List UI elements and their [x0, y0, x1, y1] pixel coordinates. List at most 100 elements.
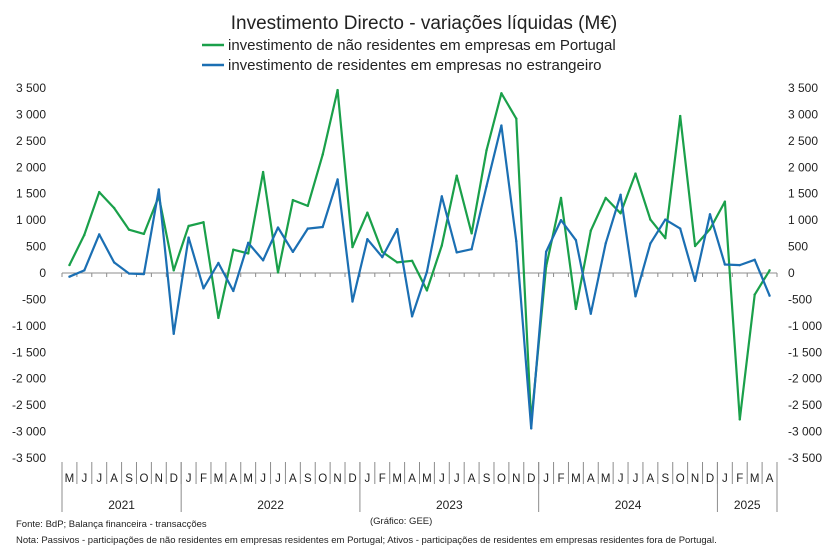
y-tick-label-right: 3 000	[788, 107, 818, 121]
source-note: Fonte: BdP; Balança financeira - transac…	[16, 519, 207, 530]
y-tick-label-left: -3 000	[12, 425, 46, 439]
data-point-2	[515, 240, 518, 243]
data-point-2	[649, 242, 652, 245]
data-point-2	[425, 270, 429, 274]
year-label: 2023	[436, 498, 463, 512]
data-point-1	[98, 190, 101, 194]
data-point-1	[187, 224, 190, 228]
data-point-1	[678, 114, 682, 118]
y-tick-label-right: 1 000	[788, 213, 818, 227]
y-tick-label-right: 0	[788, 266, 795, 280]
data-point-1	[217, 316, 220, 320]
data-point-1	[202, 221, 205, 224]
data-point-1	[500, 92, 503, 95]
data-point-1	[336, 88, 339, 92]
data-point-1	[634, 172, 637, 175]
data-point-2	[381, 255, 384, 259]
month-label: A	[110, 473, 118, 485]
data-point-2	[157, 188, 161, 191]
data-point-2	[485, 185, 488, 188]
data-point-2	[619, 193, 622, 196]
data-point-2	[410, 315, 414, 318]
month-label: F	[379, 473, 386, 485]
data-point-1	[604, 196, 607, 200]
month-label: J	[454, 473, 460, 485]
month-label: O	[497, 473, 506, 485]
month-label: D	[170, 473, 178, 485]
data-point-2	[559, 218, 563, 222]
month-label: A	[229, 473, 237, 485]
data-point-1	[366, 211, 369, 214]
axes: 3 500 3 500 3 000 3 000 2 500 2 500 2 000 2 000…	[12, 81, 822, 512]
y-tick-label-left: -3 500	[12, 451, 46, 465]
footnote: Nota: Passivos - participações de não re…	[16, 535, 717, 546]
data-point-1	[68, 263, 71, 267]
data-point-1	[321, 153, 324, 156]
data-point-1	[455, 174, 458, 177]
month-label: D	[527, 473, 535, 485]
month-label: J	[96, 473, 102, 485]
data-point-1	[261, 170, 265, 174]
month-label: M	[750, 473, 760, 485]
y-tick-label-right: -2 500	[788, 398, 822, 412]
data-point-1	[440, 244, 444, 247]
month-label: S	[304, 473, 312, 485]
chart-title: Investimento Directo - variações líquida…	[231, 13, 617, 34]
legend-label: investimento de não residentes em empres…	[228, 37, 616, 54]
month-label: A	[408, 473, 416, 485]
data-point-2	[261, 259, 265, 262]
data-point-1	[485, 149, 488, 152]
data-point-2	[768, 294, 771, 297]
month-label: A	[289, 473, 297, 485]
data-point-2	[753, 258, 756, 261]
legend: investimento de não residentes em empres…	[202, 37, 616, 74]
y-tick-label-left: -1 500	[12, 345, 46, 359]
data-point-1	[381, 250, 384, 254]
y-tick-label-right: -1 000	[788, 319, 822, 333]
data-point-2	[455, 251, 458, 254]
y-tick-label-right: 2 500	[788, 134, 818, 148]
y-tick-label-right: -1 500	[788, 345, 822, 359]
data-point-2	[500, 124, 503, 127]
y-tick-label-right: -3 500	[788, 451, 822, 465]
y-tick-label-left: -1 000	[12, 319, 46, 333]
month-label: A	[766, 473, 774, 485]
month-label: A	[468, 473, 476, 485]
data-point-1	[172, 269, 175, 272]
data-point-2	[306, 227, 309, 230]
data-point-1	[723, 200, 727, 203]
data-point-1	[693, 244, 697, 248]
data-point-1	[291, 198, 295, 202]
data-point-2	[678, 227, 682, 230]
data-point-1	[589, 229, 593, 232]
month-label: N	[333, 473, 341, 485]
data-point-1	[738, 418, 741, 421]
month-label: J	[81, 473, 87, 485]
year-label: 2022	[257, 498, 284, 512]
data-point-1	[306, 204, 309, 208]
data-point-2	[738, 263, 741, 267]
month-label: O	[139, 473, 148, 485]
y-tick-label-left: 500	[26, 240, 46, 254]
data-point-1	[708, 227, 712, 231]
data-point-1	[649, 218, 652, 221]
credit-note: (Gráfico: GEE)	[370, 516, 433, 527]
data-point-2	[634, 295, 637, 298]
data-point-1	[395, 261, 399, 264]
y-tick-label-right: 3 500	[788, 81, 818, 95]
month-label: N	[691, 473, 699, 485]
data-point-2	[246, 241, 250, 245]
y-tick-label-left: 2 500	[16, 134, 46, 148]
data-point-2	[112, 261, 116, 264]
data-point-2	[321, 225, 324, 229]
y-tick-label-left: -500	[22, 292, 46, 306]
data-point-2	[544, 250, 548, 254]
month-label: A	[647, 473, 655, 485]
data-point-2	[664, 218, 667, 221]
month-label: S	[483, 473, 491, 485]
data-point-1	[276, 271, 280, 274]
data-point-1	[515, 117, 518, 120]
data-point-1	[753, 293, 756, 296]
data-point-2	[187, 236, 190, 239]
